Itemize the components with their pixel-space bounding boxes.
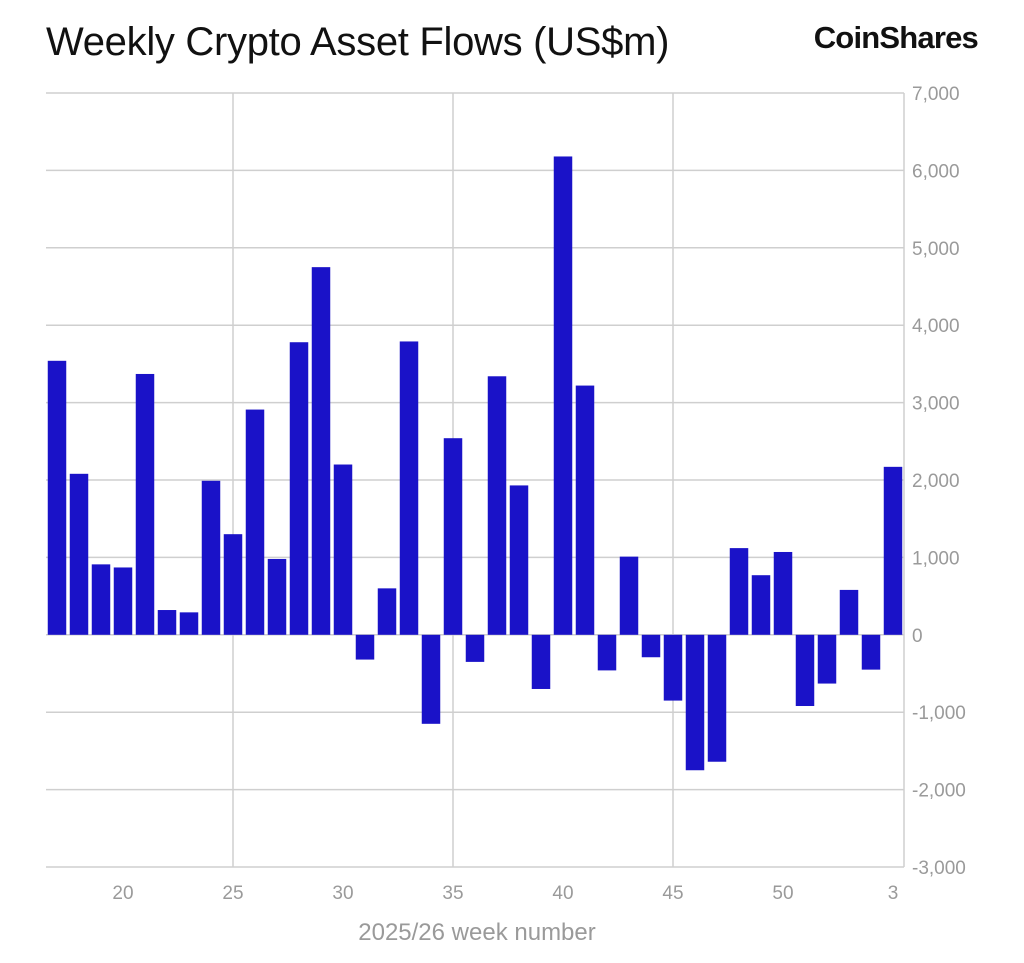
y-tick-label: 6,000 — [912, 161, 960, 182]
bar — [465, 634, 485, 662]
bar — [553, 156, 573, 635]
bar — [223, 534, 243, 635]
bar — [135, 373, 155, 635]
bar — [795, 634, 815, 707]
coinshares-logo: CoinShares — [813, 20, 979, 55]
y-tick-label: 2,000 — [912, 471, 960, 492]
bar — [113, 567, 133, 635]
bar — [289, 342, 309, 635]
x-tick-label: 30 — [332, 883, 353, 904]
bar — [69, 473, 89, 635]
bar — [91, 564, 111, 635]
y-tick-label: 3,000 — [912, 394, 960, 415]
bar — [157, 610, 177, 635]
y-tick-label: 4,000 — [912, 316, 960, 337]
x-axis-label: 2025/26 week number — [358, 919, 596, 946]
y-tick-layer: -3,000 -2,000 -1,000 0 1,000 2,000 3,000 4,000 5… — [912, 84, 966, 879]
bar — [575, 385, 595, 635]
bar — [883, 466, 903, 635]
y-tick-label: 7,000 — [912, 84, 960, 105]
bar — [443, 438, 463, 635]
bar — [861, 634, 881, 670]
y-tick-label: -1,000 — [912, 703, 966, 724]
bar — [773, 551, 793, 635]
grid-layer — [46, 92, 905, 868]
x-tick-layer: 20 25 30 35 40 45 50 3 — [112, 883, 898, 904]
bar — [421, 634, 441, 724]
bar — [509, 485, 529, 635]
y-tick-label: -2,000 — [912, 781, 966, 802]
bar — [487, 376, 507, 635]
y-tick-label: 5,000 — [912, 239, 960, 260]
bar — [245, 409, 265, 635]
bar — [47, 360, 67, 635]
bar — [707, 634, 727, 762]
bar — [619, 556, 639, 635]
bar — [311, 267, 331, 635]
bar — [355, 634, 375, 660]
bar — [663, 634, 683, 701]
chart-title: Weekly Crypto Asset Flows (US$m) — [46, 20, 670, 64]
bar — [267, 558, 287, 635]
bar — [531, 634, 551, 689]
bar — [685, 634, 705, 771]
bar — [333, 464, 353, 635]
bar — [817, 634, 837, 684]
bar-layer — [47, 156, 903, 771]
bar — [641, 634, 661, 658]
x-tick-label: 3 — [888, 883, 899, 904]
x-tick-label: 35 — [442, 883, 463, 904]
x-tick-label: 50 — [772, 883, 793, 904]
x-tick-label: 20 — [112, 883, 133, 904]
x-tick-label: 45 — [662, 883, 683, 904]
x-tick-label: 25 — [222, 883, 243, 904]
y-tick-label: -3,000 — [912, 858, 966, 879]
bar — [597, 634, 617, 671]
bar — [179, 612, 199, 635]
bar — [399, 341, 419, 635]
bar — [729, 548, 749, 635]
bar — [377, 588, 397, 635]
bar — [839, 589, 859, 635]
bar — [201, 480, 221, 635]
y-tick-label: 0 — [912, 626, 923, 647]
y-tick-label: 1,000 — [912, 548, 960, 569]
bar — [751, 575, 771, 635]
x-tick-label: 40 — [552, 883, 573, 904]
